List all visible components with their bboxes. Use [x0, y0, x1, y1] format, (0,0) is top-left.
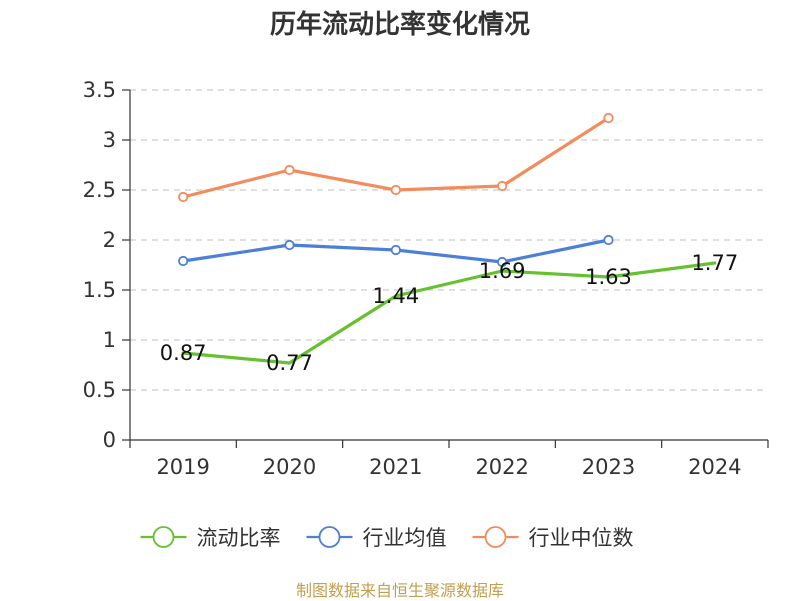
axes: 0 0.5 1 1.5 2 2.5 3 3.5 2019 2020 2021 2022 2023 2024: [83, 78, 769, 479]
data-label: 1.77: [691, 251, 738, 275]
x-tick-label: 2021: [369, 455, 422, 479]
data-point[interactable]: [497, 180, 508, 192]
legend-marker: [152, 526, 175, 548]
series-lines: [178, 112, 717, 365]
series-line-1: [181, 261, 717, 365]
data-point[interactable]: [497, 256, 508, 268]
data-point[interactable]: [603, 234, 614, 246]
x-tick-label: 2019: [156, 455, 209, 479]
legend-label: 行业中位数: [529, 526, 634, 550]
legend-label: 流动比率: [197, 526, 281, 550]
data-point[interactable]: [603, 112, 614, 124]
y-tick-label: 3: [103, 128, 116, 152]
data-point[interactable]: [284, 239, 295, 251]
y-tick-label: 3.5: [83, 78, 116, 102]
legend-item-3[interactable]: 行业中位数: [472, 526, 634, 550]
x-tick-label: 2024: [688, 455, 741, 479]
y-tick-label: 2: [103, 228, 116, 252]
y-tick-label: 0.5: [83, 378, 116, 402]
legend-label: 行业均值: [363, 526, 447, 550]
data-label: 0.87: [160, 341, 207, 365]
data-label: 0.77: [266, 351, 313, 375]
x-tick-label: 2020: [263, 455, 316, 479]
data-label: 1.44: [372, 284, 419, 308]
x-tick-label: 2023: [582, 455, 635, 479]
data-point[interactable]: [178, 255, 189, 267]
y-tick-label: 0: [103, 428, 116, 452]
legend-marker: [484, 526, 507, 548]
data-point[interactable]: [284, 164, 295, 176]
source-note: 制图数据来自恒生聚源数据库: [295, 581, 504, 600]
y-tick-label: 1: [103, 328, 116, 352]
legend-item-2[interactable]: 行业均值: [306, 526, 447, 550]
data-label: 1.63: [585, 265, 632, 289]
gridlines: [130, 89, 768, 391]
legend[interactable]: 流动比率 行业均值 行业中位数: [140, 526, 634, 550]
legend-marker: [318, 526, 341, 548]
data-point[interactable]: [390, 244, 401, 256]
data-point[interactable]: [178, 191, 189, 203]
data-label: 1.69: [479, 259, 526, 283]
data-labels: 0.87 0.77 1.44 1.69 1.63 1.77: [160, 251, 738, 375]
x-tick-label: 2022: [475, 455, 528, 479]
chart-title: 历年流动比率变化情况: [269, 10, 530, 40]
legend-item-1[interactable]: 流动比率: [140, 526, 281, 550]
y-tick-label: 2.5: [83, 178, 116, 202]
y-tick-label: 1.5: [83, 278, 116, 302]
data-point[interactable]: [390, 184, 401, 196]
